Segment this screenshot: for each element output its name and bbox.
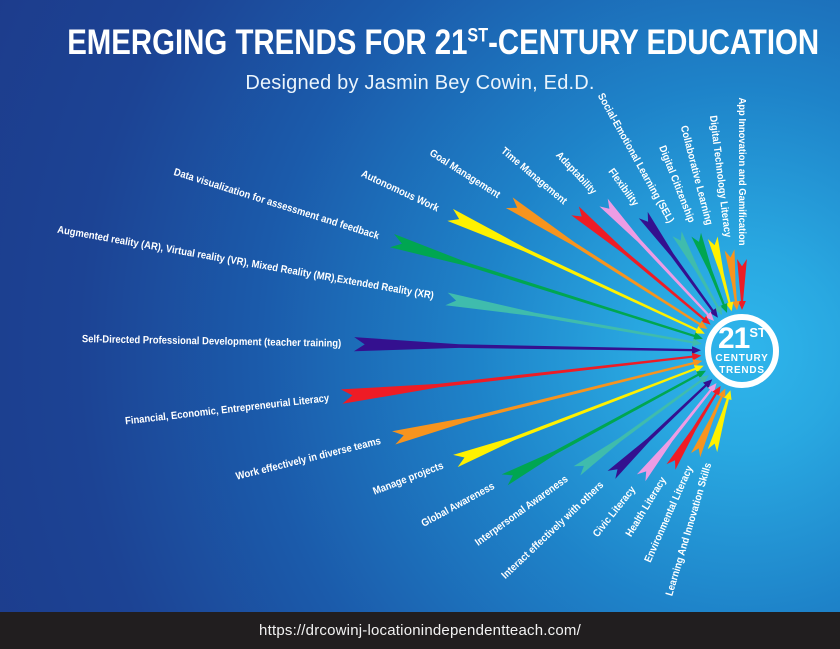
title-text-post: -CENTURY EDUCATION — [488, 23, 820, 62]
ray — [666, 386, 721, 470]
badge-number-superscript: ST — [749, 325, 766, 341]
ray — [447, 208, 705, 334]
center-badge: 21ST CENTURY TRENDS — [705, 314, 779, 388]
ray — [340, 352, 702, 404]
badge-number: 21 — [718, 322, 750, 356]
ray — [353, 337, 701, 354]
footer-bar: https://drcowinj-locationindependentteac… — [0, 612, 840, 649]
ray — [599, 198, 714, 321]
footer-url: https://drcowinj-locationindependentteac… — [259, 622, 581, 639]
page-subtitle: Designed by Jasmin Bey Cowin, Ed.D. — [245, 71, 595, 94]
ray — [453, 365, 704, 468]
badge-line-trends: TRENDS — [719, 363, 765, 376]
ray — [389, 234, 703, 340]
title-text-pre: EMERGING TRENDS FOR 21 — [67, 23, 468, 62]
ray — [445, 292, 702, 347]
ray — [707, 390, 732, 453]
ray — [505, 197, 708, 329]
ray — [501, 370, 706, 486]
ray — [737, 259, 747, 310]
badge-line-century: CENTURY — [715, 351, 769, 364]
ray — [724, 249, 740, 311]
ray — [571, 206, 711, 325]
ray — [392, 359, 703, 445]
ray — [607, 379, 713, 479]
header: EMERGING TRENDS FOR 21ST-CENTURY EDUCATI… — [0, 23, 840, 95]
badge-number-row: 21ST — [718, 324, 766, 354]
ray — [636, 383, 717, 482]
ray — [707, 236, 734, 312]
ray-label: App Innovation and Gamification — [736, 97, 749, 246]
title-superscript: ST — [467, 25, 489, 47]
ray — [573, 375, 709, 476]
ray — [672, 231, 723, 316]
ray — [638, 211, 718, 318]
ray — [691, 232, 728, 313]
page-title: EMERGING TRENDS FOR 21ST-CENTURY EDUCATI… — [67, 23, 819, 63]
ray — [691, 388, 726, 458]
